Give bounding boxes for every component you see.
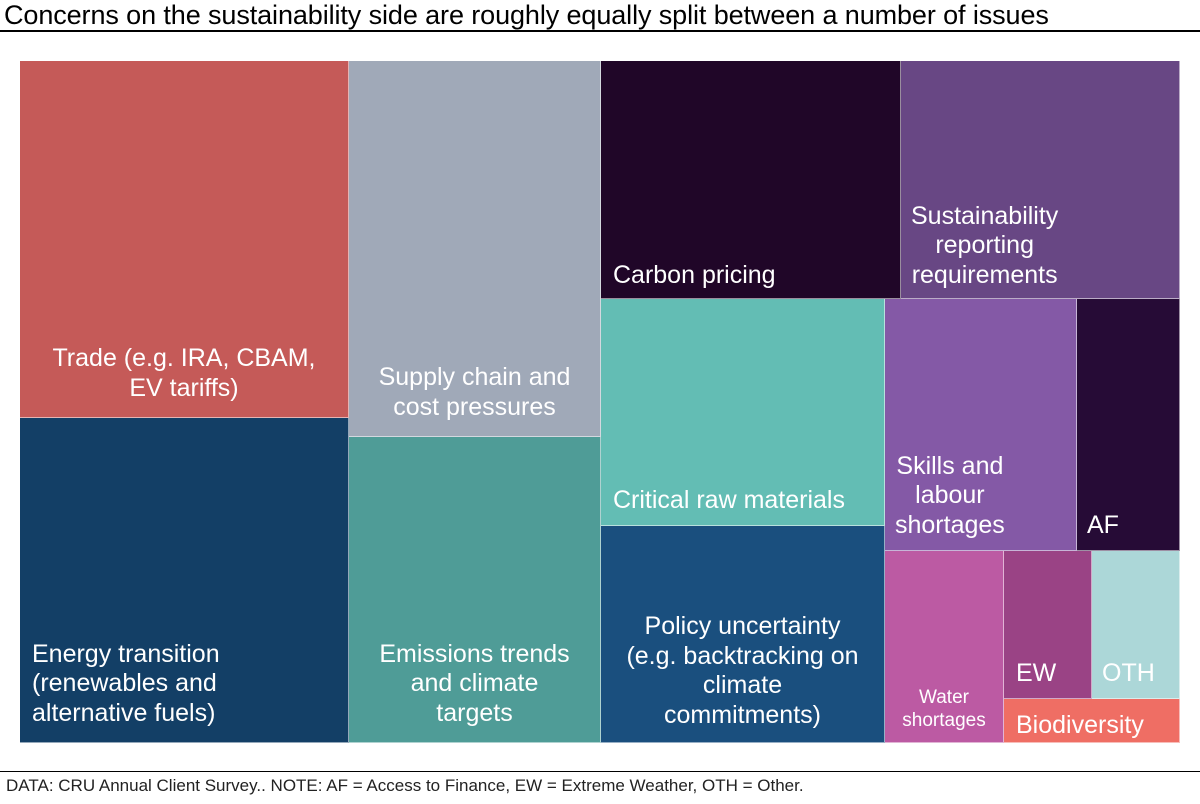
treemap-tile-policy-uncertainty: Policy uncertainty (e.g. backtracking on…	[601, 526, 885, 743]
treemap-label-trade: Trade (e.g. IRA, CBAM, EV tariffs)	[52, 344, 316, 402]
treemap-label-carbon-pricing: Carbon pricing	[613, 260, 776, 289]
treemap-tile-sustainability-reporting: Sustainability reporting requirements	[901, 61, 1180, 299]
treemap-tile-emissions-trends: Emissions trends and climate targets	[349, 437, 601, 743]
treemap-tile-biodiversity: Biodiversity	[1004, 699, 1180, 743]
treemap-tile-ew: EW	[1004, 551, 1092, 699]
treemap-tile-water-shortages: Water shortages	[885, 551, 1004, 743]
treemap-tile-trade: Trade (e.g. IRA, CBAM, EV tariffs)	[20, 61, 349, 418]
treemap-label-oth: OTH	[1102, 658, 1155, 687]
treemap-label-critical-raw-materials: Critical raw materials	[613, 485, 845, 514]
treemap-label-emissions-trends: Emissions trends and climate targets	[379, 639, 570, 727]
treemap-label-ew: EW	[1016, 658, 1057, 687]
treemap-label-biodiversity: Biodiversity	[1016, 710, 1144, 739]
treemap-label-supply-chain: Supply chain and cost pressures	[378, 363, 571, 421]
title-divider	[0, 30, 1200, 32]
treemap-label-sustainability-reporting: Sustainability reporting requirements	[911, 201, 1059, 289]
treemap-tile-carbon-pricing: Carbon pricing	[601, 61, 901, 299]
treemap-label-policy-uncertainty: Policy uncertainty (e.g. backtracking on…	[626, 612, 859, 729]
footnote-divider	[0, 771, 1200, 772]
treemap-label-water-shortages: Water shortages	[902, 687, 986, 731]
treemap-label-energy-transition: Energy transition (renewables and altern…	[32, 639, 220, 727]
treemap: Trade (e.g. IRA, CBAM, EV tariffs) Energy…	[20, 61, 1180, 743]
treemap-tile-skills-labour: Skills and labour shortages	[885, 299, 1077, 551]
footnote: DATA: CRU Annual Client Survey.. NOTE: A…	[6, 776, 804, 795]
chart-title: Concerns on the sustainability side are …	[4, 0, 1049, 30]
treemap-tile-energy-transition: Energy transition (renewables and altern…	[20, 418, 349, 743]
treemap-tile-af: AF	[1077, 299, 1180, 551]
treemap-label-skills-labour: Skills and labour shortages	[895, 451, 1005, 539]
treemap-tile-critical-raw-materials: Critical raw materials	[601, 299, 885, 526]
treemap-label-af: AF	[1087, 510, 1119, 539]
treemap-tile-supply-chain: Supply chain and cost pressures	[349, 61, 601, 437]
treemap-tile-oth: OTH	[1092, 551, 1180, 699]
